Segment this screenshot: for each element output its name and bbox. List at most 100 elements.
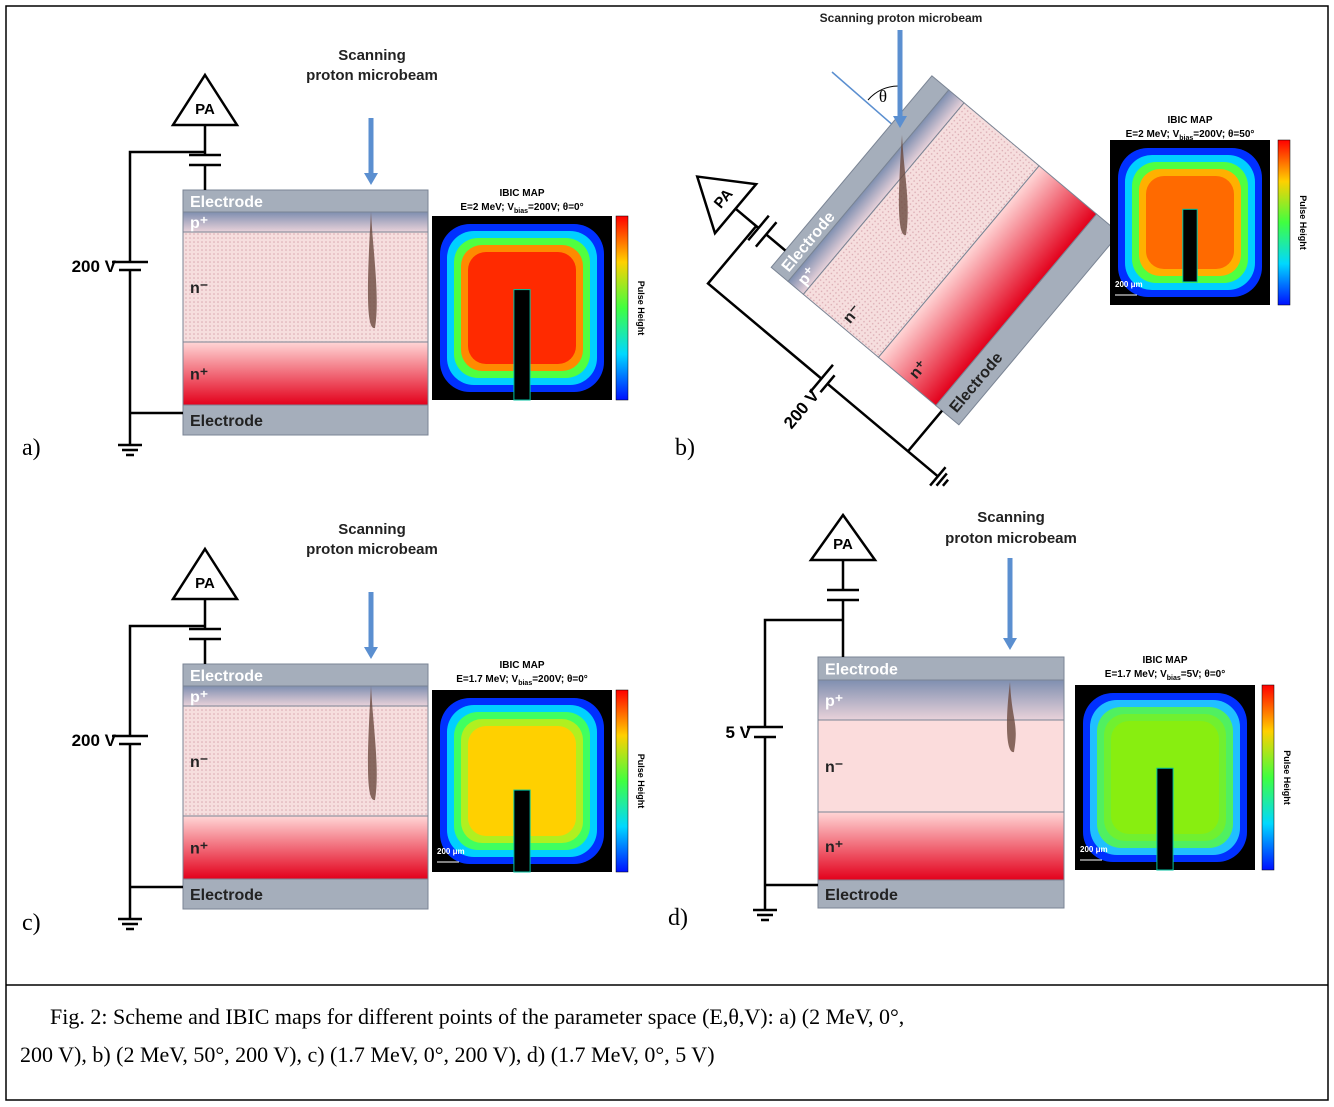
map-params: E=1.7 MeV; Vbias=5V; θ=0° <box>1105 669 1225 682</box>
scale-label: 200 μm <box>1115 280 1143 289</box>
ibic-map: IBIC MAP E=1.7 MeV; Vbias=200V; θ=0° Pulse… <box>432 660 646 873</box>
layer-label: n⁻ <box>825 759 843 776</box>
map-title: IBIC MAP <box>500 188 545 199</box>
beam-label: Scanning <box>977 509 1045 526</box>
device-circuit: Electrode p⁺ n⁻ n⁺ Electrode PA 5 V <box>725 512 1065 922</box>
map-param: bias <box>1179 135 1193 142</box>
scale-label: 200 μm <box>437 847 465 856</box>
layer-label: p⁺ <box>190 215 208 232</box>
panel-label: a) <box>22 435 41 461</box>
map-stripe <box>513 789 531 873</box>
colorbar <box>1277 139 1291 306</box>
layer-label: Electrode <box>190 413 263 430</box>
ion-track <box>1006 682 1016 753</box>
panel-label: c) <box>22 910 41 936</box>
map-param: E=1.7 MeV; V <box>1105 669 1167 680</box>
colorbar-label: Pulse Height <box>1282 750 1292 805</box>
layer-label: Electrode <box>190 194 263 211</box>
bottom-electrode <box>935 213 1121 426</box>
bottom-electrode <box>182 404 429 436</box>
battery <box>808 364 836 394</box>
ion-track <box>898 135 908 236</box>
beam-arrowhead <box>893 116 907 128</box>
colorbar-label: Pulse Height <box>636 281 646 336</box>
caption-line: 200 V), b) (2 MeV, 50°, 200 V), c) (1.7 … <box>20 1042 715 1067</box>
ion-track <box>367 212 377 329</box>
device-circuit: Electrode p⁺ n⁻ n⁺ Electrode PA 200 V <box>72 72 429 457</box>
theta-arc <box>867 85 901 101</box>
layer-label: n⁺ <box>825 839 843 856</box>
colorbar <box>1261 684 1275 871</box>
map-param: bias <box>1167 675 1181 682</box>
colorbar <box>615 689 629 873</box>
layer-label: Electrode <box>190 668 263 685</box>
capacitor <box>189 627 221 641</box>
capacitor <box>827 588 859 602</box>
map-params: E=2 MeV; Vbias=200V; θ=50° <box>1126 129 1255 142</box>
panel: Electrode p⁺ n⁻ n⁺ Electrode PA 200 V Scanning p… <box>22 47 646 461</box>
n-minus-layer <box>182 705 429 817</box>
map-title: IBIC MAP <box>1168 115 1213 126</box>
p-plus-layer <box>817 679 1065 721</box>
layer-label: Electrode <box>825 887 898 904</box>
n-plus-layer <box>817 811 1065 881</box>
ion-track <box>367 686 377 801</box>
beam-label: proton microbeam <box>945 530 1077 547</box>
panel-label: d) <box>668 905 688 931</box>
wire <box>128 624 205 919</box>
map-param: E=2 MeV; V <box>1126 129 1180 140</box>
map-params: E=2 MeV; Vbias=200V; θ=0° <box>460 202 583 215</box>
frame <box>5 5 1329 1101</box>
n-plus-layer <box>182 341 429 406</box>
layer-label: p⁺ <box>190 689 208 706</box>
map-param: =200V; θ=0° <box>532 674 588 685</box>
beam-arrowhead <box>364 647 378 659</box>
amplifier-label: PA <box>195 575 215 592</box>
n-minus-layer <box>817 719 1065 813</box>
beam-label: Scanning <box>338 521 406 538</box>
scale-label: 200 μm <box>1080 845 1108 854</box>
p-plus-layer <box>182 211 429 233</box>
map-region <box>468 726 576 836</box>
layer-label: n⁻ <box>190 754 208 771</box>
battery <box>112 260 148 272</box>
map-title: IBIC MAP <box>500 660 545 671</box>
map-param: bias <box>518 680 532 687</box>
capacitor <box>189 153 221 167</box>
beam-label: Scanning proton microbeam <box>820 11 983 25</box>
theta-label: θ <box>879 87 887 106</box>
layer-label: n⁻ <box>190 280 208 297</box>
amplifier-label: PA <box>833 536 853 553</box>
voltage-label: 200 V <box>780 386 824 433</box>
battery <box>112 734 148 746</box>
panel: Electrode p⁺ n⁻ n⁺ Electrode PA 200 V Scanning p… <box>22 521 646 936</box>
voltage-label: 200 V <box>72 731 117 750</box>
beam-label: proton microbeam <box>306 67 438 84</box>
layer-label: n⁺ <box>190 367 208 384</box>
ground <box>929 466 950 487</box>
map-param: E=1.7 MeV; V <box>456 674 518 685</box>
colorbar <box>615 215 629 401</box>
colorbar-label: Pulse Height <box>636 754 646 809</box>
map-stripe <box>1182 208 1198 283</box>
amplifier-label: PA <box>195 101 215 118</box>
layer-label: p⁺ <box>825 693 843 710</box>
layer-label: n⁺ <box>190 841 208 858</box>
ibic-map: IBIC MAP E=1.7 MeV; Vbias=5V; θ=0° Pulse H… <box>1075 655 1292 871</box>
map-param: bias <box>514 208 528 215</box>
ibic-map: IBIC MAP E=2 MeV; Vbias=200V; θ=50° Pulse … <box>1110 115 1308 306</box>
layer-label: Electrode <box>190 887 263 904</box>
wire <box>128 150 205 445</box>
panel-label: b) <box>675 435 695 461</box>
battery <box>747 725 783 739</box>
beam-label: proton microbeam <box>306 541 438 558</box>
n-plus-layer <box>182 815 429 880</box>
beam-label: Scanning <box>338 47 406 64</box>
voltage-label: 200 V <box>72 257 117 276</box>
ibic-map: IBIC MAP E=2 MeV; Vbias=200V; θ=0° Pulse H… <box>432 188 646 401</box>
p-plus-layer <box>182 685 429 707</box>
beam-arrowhead <box>1003 638 1017 650</box>
